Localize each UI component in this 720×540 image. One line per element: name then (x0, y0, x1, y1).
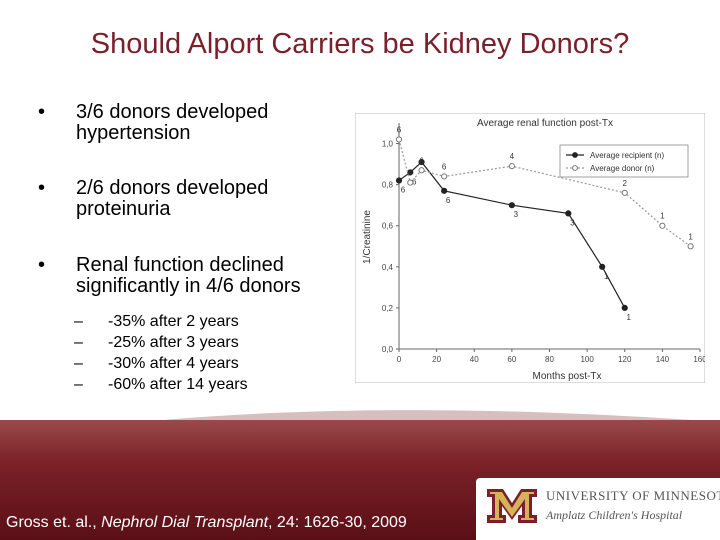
bullet-dot: • (38, 101, 46, 123)
y-tick-label: 0,6 (382, 222, 394, 231)
bullet-item: • 3/6 donors developed hypertension (38, 102, 348, 144)
x-tick-label: 60 (507, 355, 516, 364)
bullet-item: • 2/6 donors developed proteinuria (38, 178, 348, 220)
x-tick-label: 0 (397, 355, 402, 364)
n-label: 6 (419, 156, 424, 165)
bullet-dot: • (38, 177, 46, 199)
sub-bullet-text: -25% after 3 years (108, 334, 239, 351)
data-point (407, 179, 414, 186)
n-label: 3 (514, 210, 519, 219)
x-tick-label: 40 (470, 355, 479, 364)
x-axis-label: Months post-Tx (533, 371, 602, 382)
legend-label: Average donor (n) (590, 164, 655, 173)
data-point (659, 222, 666, 229)
sub-bullet-text: -30% after 4 years (108, 355, 239, 372)
chart-svg: Average renal function post-Tx Months pos… (354, 112, 707, 384)
bullet-item: • Renal function declined significantly … (38, 255, 348, 297)
dash-glyph: – (74, 376, 83, 393)
data-point (395, 136, 403, 143)
dash-glyph: – (74, 313, 83, 330)
bullet-text: Renal function declined significantly in… (76, 254, 301, 297)
bullet-list: • 3/6 donors developed hypertension • 2/… (38, 102, 348, 395)
citation-authors: Gross et. al., (6, 514, 102, 531)
data-point (565, 210, 572, 217)
legend-swatch-marker (572, 165, 578, 171)
n-label: 6 (446, 196, 451, 205)
n-label: 6 (397, 125, 402, 134)
sub-bullet: – -60% after 14 years (74, 374, 348, 395)
data-point (418, 158, 425, 166)
renal-function-chart: Average renal function post-Tx Months pos… (354, 112, 707, 384)
x-tick-label: 20 (432, 355, 441, 364)
y-tick-label: 0,0 (382, 345, 394, 354)
data-point (687, 243, 694, 250)
university-logo: UNIVERSITY OF MINNESOTA Amplatz Children… (476, 478, 720, 540)
n-label: 6 (401, 186, 406, 195)
sub-bullet: – -30% after 4 years (74, 353, 348, 374)
data-point (621, 304, 628, 312)
sub-bullet-text: -60% after 14 years (108, 376, 248, 393)
n-label: 1 (627, 313, 632, 322)
data-point (441, 187, 448, 194)
dash-glyph: – (74, 334, 83, 351)
university-name: UNIVERSITY OF MINNESOTA (546, 488, 720, 503)
slide-title: Should Alport Carriers be Kidney Donors? (90, 28, 630, 60)
legend-label: Average recipient (n) (590, 151, 664, 160)
chart-title: Average renal function post-Tx (477, 118, 613, 129)
x-tick-label: 80 (545, 355, 554, 364)
y-tick-label: 0,8 (382, 181, 394, 190)
data-point (621, 189, 628, 196)
y-axis-label: 1/Creatinine (362, 210, 373, 264)
legend-box (559, 144, 689, 178)
data-point (508, 202, 515, 209)
bullet-dot: • (38, 254, 46, 276)
data-point (441, 173, 448, 180)
x-tick-label: 120 (618, 355, 632, 364)
citation-ref: , 24: 1626-30, 2009 (268, 514, 407, 531)
sub-bullet: – -35% after 2 years (74, 311, 348, 332)
citation-journal: Nephrol Dial Transplant (101, 514, 269, 531)
data-point (418, 167, 425, 174)
citation: Gross et. al., Nephrol Dial Transplant, … (6, 514, 407, 532)
data-point (599, 263, 606, 270)
sub-bullet: – -25% after 3 years (74, 332, 348, 353)
dash-glyph: – (74, 355, 83, 372)
bullet-text: 3/6 donors developed hypertension (76, 101, 269, 144)
n-label: 3 (570, 218, 575, 227)
x-tick-label: 100 (580, 355, 594, 364)
data-point (395, 177, 403, 184)
n-label: 6 (412, 177, 417, 186)
data-point (508, 163, 515, 170)
y-tick-label: 0,2 (382, 304, 394, 313)
n-label: 1 (688, 232, 693, 241)
n-label: 1 (660, 212, 665, 221)
y-tick-label: 0,4 (382, 263, 394, 272)
n-label: 2 (623, 179, 628, 188)
n-label: 1 (604, 272, 609, 281)
x-tick-label: 160 (693, 355, 705, 364)
n-label: 6 (442, 162, 447, 171)
n-label: 6 (408, 169, 413, 178)
hospital-name: Amplatz Children's Hospital (546, 508, 683, 522)
x-tick-label: 140 (656, 355, 670, 364)
sub-bullet-text: -35% after 2 years (108, 313, 239, 330)
sub-bullet-list: – -35% after 2 years – -25% after 3 years … (74, 311, 348, 395)
n-label: 4 (510, 152, 515, 161)
legend-swatch-marker (572, 152, 578, 158)
bullet-text: 2/6 donors developed proteinuria (76, 177, 269, 220)
y-tick-label: 1,0 (382, 140, 394, 149)
block-m-logo-icon (487, 489, 537, 523)
data-point (407, 169, 414, 176)
